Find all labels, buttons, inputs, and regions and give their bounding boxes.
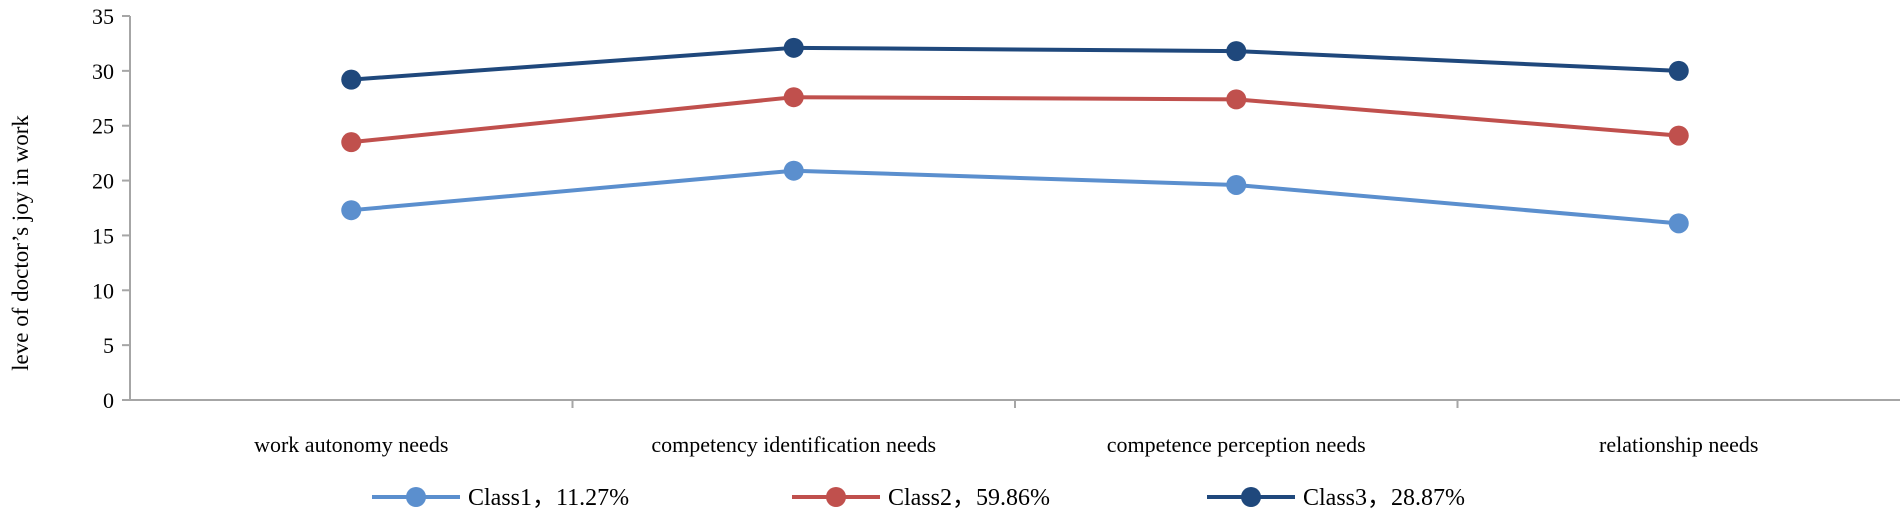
y-axis-title: leve of doctor’s joy in work <box>8 115 33 371</box>
data-point <box>783 37 804 58</box>
legend: Class1，11.27% Class2，59.86% Class3，28.87% <box>372 485 1465 511</box>
legend-item-2: Class2，59.86% <box>792 485 1050 511</box>
x-category-label: relationship needs <box>1599 432 1758 457</box>
data-point <box>783 87 804 108</box>
legend-label: Class2，59.86% <box>888 485 1050 511</box>
data-point <box>783 160 804 181</box>
x-category-label: competence perception needs <box>1107 432 1366 457</box>
y-tick-label: 0 <box>103 388 114 413</box>
data-point <box>1668 60 1689 81</box>
series-2 <box>341 87 1689 153</box>
y-tick-label: 25 <box>92 114 114 139</box>
x-ticks: work autonomy needs competency identifica… <box>254 400 1758 457</box>
series-3 <box>341 37 1689 90</box>
data-point <box>1668 125 1689 146</box>
legend-item-3: Class3，28.87% <box>1207 485 1465 511</box>
y-tick-label: 15 <box>92 223 114 248</box>
legend-swatch-marker <box>1241 487 1261 507</box>
series-line <box>351 168 1679 226</box>
y-tick-label: 30 <box>92 59 114 84</box>
legend-swatch-marker <box>406 487 426 507</box>
data-point <box>341 132 362 153</box>
y-tick-label: 10 <box>92 278 114 303</box>
x-category-label: competency identification needs <box>651 432 936 457</box>
y-tick-label: 5 <box>103 333 114 358</box>
data-point <box>341 69 362 90</box>
legend-item-1: Class1，11.27% <box>372 485 629 511</box>
data-point <box>1226 41 1247 62</box>
series-1 <box>341 160 1689 234</box>
legend-swatch-marker <box>826 487 846 507</box>
legend-label: Class1，11.27% <box>468 485 629 511</box>
data-point <box>1668 213 1689 234</box>
data-point <box>1226 89 1247 110</box>
y-tick-label: 20 <box>92 169 114 194</box>
series-group <box>341 37 1689 234</box>
y-tick-label: 35 <box>92 4 114 29</box>
data-point <box>1226 174 1247 195</box>
series-line <box>351 45 1679 82</box>
series-line <box>351 95 1679 145</box>
y-axis-title-group: leve of doctor’s joy in work <box>8 115 33 371</box>
x-category-label: work autonomy needs <box>254 432 448 457</box>
y-ticks: 0 5 10 15 20 25 30 35 <box>92 4 130 413</box>
legend-label: Class3，28.87% <box>1303 485 1465 511</box>
data-point <box>341 200 362 221</box>
